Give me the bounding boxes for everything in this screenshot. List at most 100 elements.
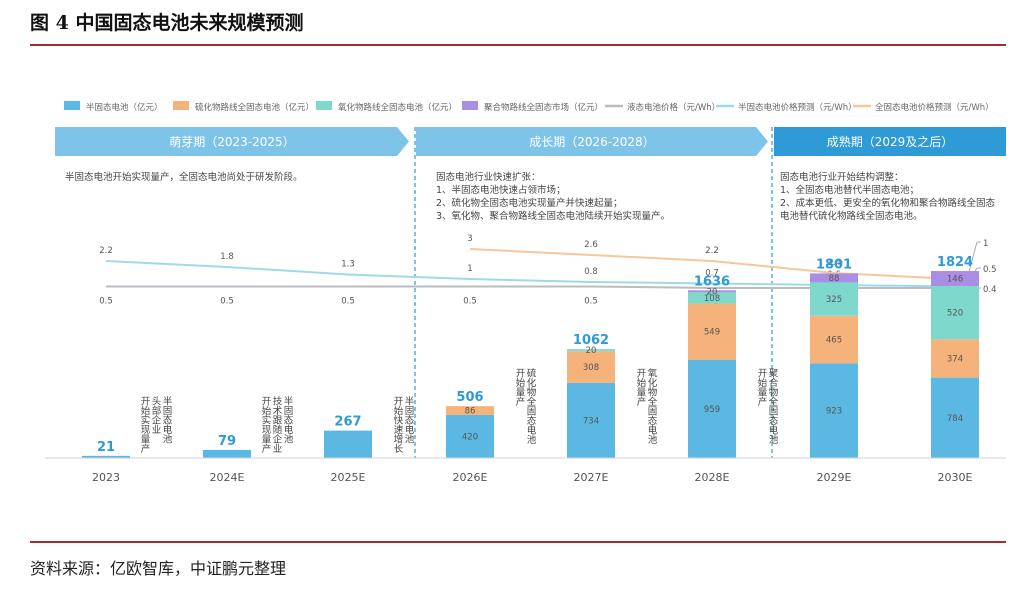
x-tick-label: 2024E <box>210 471 245 484</box>
bar-annotation: 开始实现量产 <box>260 396 272 454</box>
bar-segment <box>688 290 736 293</box>
segment-label: 420 <box>462 432 478 442</box>
price-label: 1.3 <box>341 260 355 270</box>
phase-description: 1、全固态电池替代半固态电池； <box>780 184 919 196</box>
bar-annotation: 半固态电池 <box>161 395 173 443</box>
bar-segment <box>931 339 979 378</box>
phase-description: 电池替代硫化物路线全固态电池。 <box>780 210 923 222</box>
bar-total-label: 1824 <box>937 255 973 270</box>
bar-annotation: 氧化物全固态电池 <box>646 367 658 444</box>
segment-label: 88 <box>829 274 840 284</box>
bar-total-label: 506 <box>456 390 483 405</box>
bar-total-label: 1636 <box>694 274 730 289</box>
phase-banner <box>774 127 1006 156</box>
phase-description: 半固态电池开始实现量产，全固态电池尚处于研发阶段。 <box>65 171 303 183</box>
phase-banners: 萌芽期（2023-2025） 半固态电池开始实现量产，全固态电池尚处于研发阶段。 成… <box>55 127 1006 222</box>
segment-label: 86 <box>465 407 476 417</box>
price-label: 0.5 <box>99 297 113 307</box>
price-label: 2.6 <box>584 240 598 250</box>
bar-segment <box>446 414 494 458</box>
bar-segment <box>688 359 736 458</box>
segment-label: 734 <box>583 416 599 426</box>
phase-description: 1、半固态电池快速占领市场； <box>436 184 566 196</box>
solid-state-battery-chart: 半固态电池（亿元） 硫化物路线全固态电池（亿元） 氧化物路线全固态电池（亿元） 聚合物… <box>45 101 1006 484</box>
bar-segment <box>324 430 372 458</box>
phase-banner <box>55 127 409 156</box>
phase-banner <box>416 127 768 156</box>
price-label: 0.5 <box>341 297 355 307</box>
price-label: 0.4 <box>983 285 997 295</box>
bar-total-label: 79 <box>218 434 236 449</box>
price-label: 1 <box>467 264 472 274</box>
x-tick-label: 2026E <box>453 471 488 484</box>
figure-title: 图 4 中国固态电池未来规模预测 <box>30 12 304 34</box>
bar-annotation: 技术跟随企业 <box>271 395 283 453</box>
phase-label: 萌芽期（2023-2025） <box>169 135 294 149</box>
segment-label: 20 <box>586 346 597 356</box>
segment-label: 325 <box>826 295 842 305</box>
phase-description: 2、成本更低、更安全的氧化物和聚合物路线全固态 <box>780 197 996 209</box>
legend-label: 硫化物路线全固态电池（亿元） <box>195 102 314 113</box>
phase-dividers <box>414 127 773 458</box>
x-tick-label: 2028E <box>695 471 730 484</box>
segment-label: 549 <box>704 328 720 338</box>
price-label: 3 <box>467 234 472 244</box>
price-label: 1 <box>983 239 988 249</box>
legend-swatch <box>316 101 332 110</box>
bar-segment <box>810 282 858 316</box>
bar-annotation: 开始量产 <box>635 368 647 407</box>
bar-segment <box>567 349 615 352</box>
price-label: 1.8 <box>220 252 234 262</box>
price-label: 0.5 <box>983 265 997 275</box>
legend-label: 聚合物路线全固态市场（亿元） <box>484 102 603 113</box>
segment-label: 959 <box>704 405 720 415</box>
source-note: 资料来源：亿欧智库，中证鹏元整理 <box>30 559 287 578</box>
bar-annotation: 聚合物全固态电池 <box>767 368 779 444</box>
legend: 半固态电池（亿元） 硫化物路线全固态电池（亿元） 氧化物路线全固态电池（亿元） 聚合物… <box>64 101 994 113</box>
phase-description: 固态电池行业开始结构调整： <box>780 171 904 183</box>
bar-segment <box>931 377 979 458</box>
x-tick-label: 2029E <box>817 471 852 484</box>
bar-annotation: 半固态电池 <box>403 395 415 443</box>
price-line <box>105 260 967 288</box>
bar-segment <box>688 292 736 304</box>
segment-label: 784 <box>947 414 963 424</box>
segment-label: 923 <box>826 407 842 417</box>
bar-segment <box>567 351 615 383</box>
x-axis: 2023 2024E 2025E 2026E 2027E 2028E 2029E 2030E <box>45 457 1006 484</box>
legend-swatch <box>462 101 478 110</box>
bar-annotation: 开始量产 <box>756 368 768 407</box>
bar-segment <box>446 406 494 415</box>
bar-segment <box>82 455 130 458</box>
bar-segment <box>810 363 858 458</box>
segment-label: 465 <box>826 336 842 346</box>
price-label: 2.2 <box>705 246 719 256</box>
legend-label: 全固态电池价格预测（元/Wh） <box>875 102 994 113</box>
bar-segment <box>931 271 979 287</box>
x-tick-label: 2030E <box>938 471 973 484</box>
segment-label: 308 <box>583 363 599 373</box>
phase-description: 2、硫化物全固态电池实现量产并快速起量； <box>436 197 623 209</box>
legend-label: 液态电池价格（元/Wh） <box>627 102 720 113</box>
price-label: 0.5 <box>584 297 598 307</box>
x-tick-label: 2025E <box>331 471 366 484</box>
segment-label: 146 <box>947 275 963 285</box>
price-line <box>106 285 967 289</box>
price-label: 0.7 <box>705 269 719 279</box>
bar-total-label: 1801 <box>816 257 852 272</box>
bottom-rule <box>30 541 1006 543</box>
phase-description: 3、氧化物、聚合物路线全固态电池陆续开始实现量产。 <box>436 210 670 222</box>
bar-total-label: 1062 <box>573 333 609 348</box>
segment-label: 108 <box>704 294 720 304</box>
price-label: 2.2 <box>99 246 113 256</box>
bar-annotation: 硫化物全固态电池 <box>525 367 537 444</box>
segment-label: 20 <box>707 287 718 297</box>
bar-segment <box>688 303 736 360</box>
top-rule <box>30 44 1006 46</box>
legend-label: 半固态电池价格预测（元/Wh） <box>738 102 857 113</box>
bar-total-label: 21 <box>97 440 115 455</box>
price-label: 0.8 <box>584 267 598 277</box>
price-label: 1.4 <box>827 258 841 268</box>
bar-annotation: 开始量产 <box>514 368 526 407</box>
